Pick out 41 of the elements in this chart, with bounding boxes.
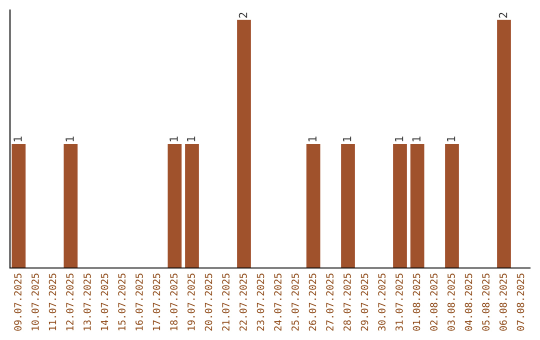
data-label: 1 xyxy=(170,136,178,142)
x-tick-label: 30.07.2025 xyxy=(378,274,386,331)
x-tick-label: 25.07.2025 xyxy=(291,274,299,331)
data-label: 1 xyxy=(412,136,420,142)
data-label: 2 xyxy=(238,12,248,18)
x-tick-label: 10.07.2025 xyxy=(31,274,39,330)
x-tick-label: 01.08.2025 xyxy=(412,274,420,331)
x-tick-label: 12.07.2025 xyxy=(66,274,74,330)
x-tick-label: 03.08.2025 xyxy=(447,274,455,331)
x-tick-label: 19.07.2025 xyxy=(187,274,195,330)
x-tick-label: 06.08.2025 xyxy=(499,274,507,331)
x-tick-label: 15.07.2025 xyxy=(118,274,126,330)
x-tick-label: 11.07.2025 xyxy=(48,274,56,330)
x-tick-label: 23.07.2025 xyxy=(256,274,264,331)
data-label: 1 xyxy=(14,136,22,142)
data-label: 2 xyxy=(498,12,508,18)
data-label: 1 xyxy=(394,136,404,142)
data-label: 1 xyxy=(66,136,74,142)
data-label: 1 xyxy=(446,136,456,142)
x-tick-label: 14.07.2025 xyxy=(100,274,108,330)
x-tick-label: 22.07.2025 xyxy=(239,274,247,331)
x-tick-label: 04.08.2025 xyxy=(464,274,472,331)
x-tick-label: 17.07.2025 xyxy=(152,274,160,330)
x-tick-label: 26.07.2025 xyxy=(308,274,316,331)
x-tick-label: 16.07.2025 xyxy=(135,274,143,330)
x-tick-label: 18.07.2025 xyxy=(170,274,178,330)
x-tick-label: 20.07.2025 xyxy=(204,274,212,331)
x-tick-label: 27.07.2025 xyxy=(326,274,334,331)
data-label: 1 xyxy=(342,136,352,142)
x-tick-label: 07.08.2025 xyxy=(516,274,524,331)
x-tick-label: 21.07.2025 xyxy=(222,274,230,331)
x-tick-label: 31.07.2025 xyxy=(395,274,403,331)
x-tick-label: 09.07.2025 xyxy=(14,274,22,331)
x-tick-label: 02.08.2025 xyxy=(430,274,438,331)
data-label: 1 xyxy=(308,136,316,142)
x-tick-label: 24.07.2025 xyxy=(274,274,282,331)
x-tick-label: 13.07.2025 xyxy=(83,274,91,330)
data-label: 1 xyxy=(186,136,196,142)
x-tick-label: 29.07.2025 xyxy=(360,274,368,331)
x-tick-label: 28.07.2025 xyxy=(343,274,351,331)
x-tick-label: 05.08.2025 xyxy=(482,274,490,331)
